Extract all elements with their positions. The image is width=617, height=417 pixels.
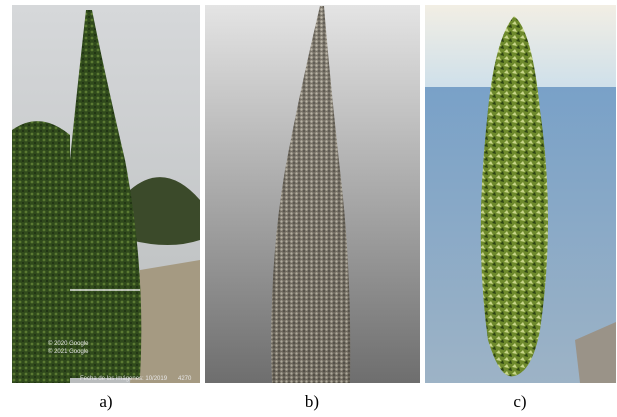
overlay-text: © 2020 Google xyxy=(48,340,89,347)
panel-label: b) xyxy=(305,392,319,411)
overlay-text: © 2021 Google xyxy=(48,348,89,355)
figure: © 2020 Google © 2021 Google Fecha de las… xyxy=(0,0,617,417)
overlay-text: Fecha de las imágenes: 10/2019 xyxy=(80,376,168,382)
overlay-text: 4270 xyxy=(178,376,192,382)
panel-label: a) xyxy=(99,392,112,411)
panel-c xyxy=(425,5,616,383)
panel-label: c) xyxy=(513,392,526,411)
panel-a: © 2020 Google © 2021 Google Fecha de las… xyxy=(12,5,200,383)
panel-b xyxy=(205,5,420,383)
